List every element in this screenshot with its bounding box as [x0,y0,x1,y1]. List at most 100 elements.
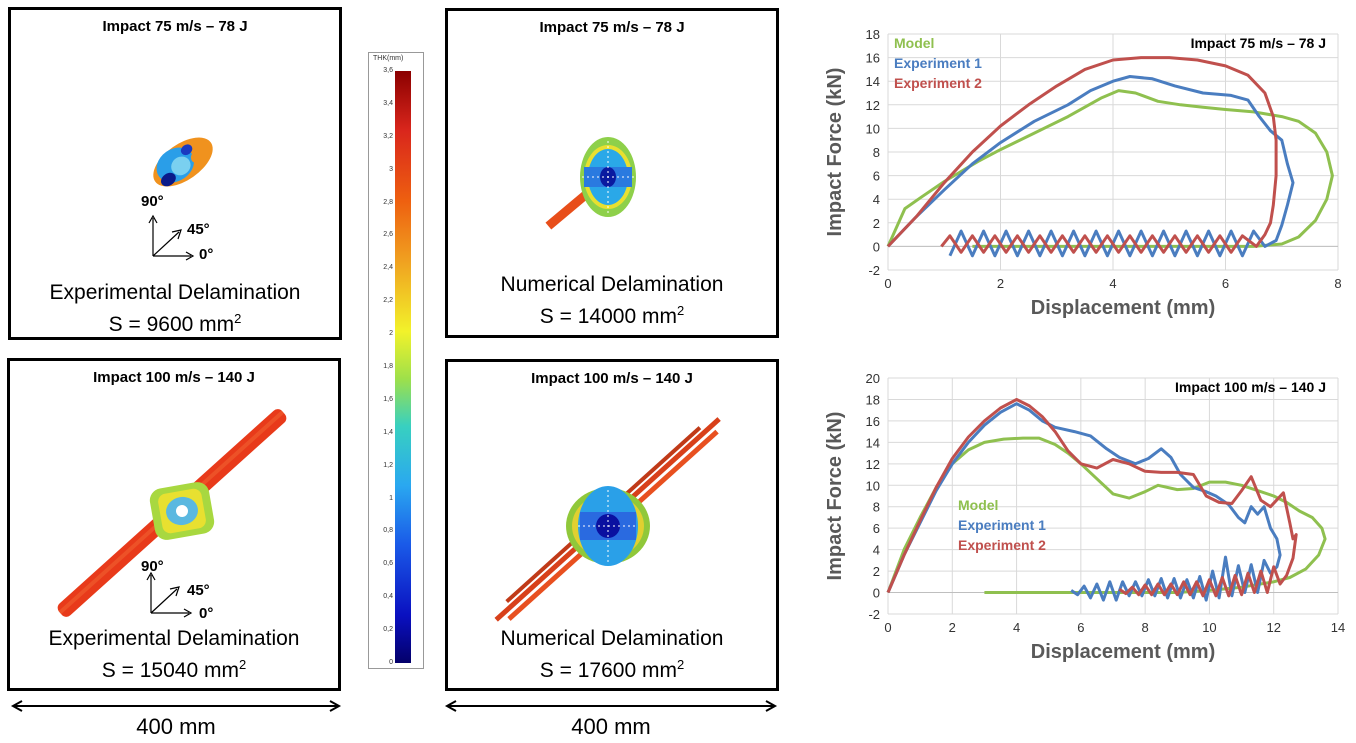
delamination-image [57,409,287,618]
colorbar-tick: 1,8 [383,363,393,370]
x-tick-label: 2 [997,276,1004,291]
y-tick-label: 0 [873,586,880,601]
colorbar-tick: 2,8 [383,198,393,206]
x-tick-label: 4 [1013,620,1020,635]
y-tick-label: 12 [866,457,880,472]
x-tick-label: 10 [1202,620,1216,635]
y-axis-label: Impact Force (kN) [824,68,846,237]
y-tick-label: 2 [873,216,880,231]
caption-label: Experimental Delamination [49,281,301,304]
colorbar-tick: 1 [389,494,393,502]
colorbar-tick: 2 [389,330,393,338]
force-displacement-chart-100: 0 2 4 6 8 10 12 14 -2 0 2 4 6 8 10 12 14 16 18 20 Model Exper… [824,371,1345,663]
series-line [886,89,1334,248]
colorbar-tick: 2,6 [383,231,393,239]
label-0: 0° [199,246,214,263]
legend-entry: Experiment 2 [894,75,982,91]
label-45: 45° [187,582,210,599]
panel-caption: Experimental Delamination S = 9600 mm2 [11,280,339,338]
delamination-image [545,137,636,230]
x-axis-label: Displacement (mm) [1031,297,1216,319]
colorbar-tick: 3 [389,165,393,173]
y-tick-label: -2 [868,607,880,622]
panel-title: Impact 75 m/s – 78 J [102,18,248,35]
x-tick-label: 4 [1109,276,1116,291]
panel-title: Impact 100 m/s – 140 J [531,370,693,387]
caption-label: Numerical Delamination [500,273,724,296]
x-tick-label: 0 [884,620,891,635]
chart-title: Impact 75 m/s – 78 J [1191,35,1326,51]
y-axis-label: Impact Force (kN) [824,412,846,581]
panel-caption: Experimental Delamination S = 15040 mm2 [10,626,338,684]
x-axis-label: Displacement (mm) [1031,641,1216,663]
x-tick-label: 8 [1334,276,1341,291]
panel-title: Impact 100 m/s – 140 J [93,369,255,386]
series-line [886,398,1298,598]
label-90: 90° [141,193,164,210]
label-45: 45° [187,221,210,238]
x-tick-label: 2 [949,620,956,635]
panel-numerical-100: Impact 100 m/s – 140 J Numerical Delamin… [445,359,779,691]
area-value: S = 17600 mm2 [539,657,685,682]
y-tick-label: 6 [873,169,880,184]
panel-numerical-75: Impact 75 m/s – 78 J Numerical Delaminat… [445,8,779,338]
colorbar-tick: 0,4 [383,593,393,601]
y-tick-label: 14 [866,435,880,450]
colorbar-tick: 3,4 [383,99,393,107]
x-tick-label: 12 [1266,620,1280,635]
y-tick-label: 16 [866,414,880,429]
y-tick-label: 4 [873,192,880,207]
chart-title: Impact 100 m/s – 140 J [1175,379,1326,395]
label-0: 0° [199,605,214,622]
scale-label-right: 400 mm [571,714,651,739]
legend-entry: Model [894,35,934,51]
area-value: S = 14000 mm2 [539,303,685,328]
colorbar-tick: 3,6 [383,67,393,74]
caption-label: Experimental Delamination [48,627,300,650]
y-tick-label: 16 [866,51,880,66]
y-tick-label: 2 [873,564,880,579]
orientation-indicator [146,571,193,618]
series-line [886,56,1278,254]
y-tick-label: -2 [868,263,880,278]
legend-entry: Model [958,497,998,513]
caption-label: Numerical Delamination [500,627,724,650]
scale-bar-right [444,700,778,712]
colorbar-tick: 1,4 [383,428,393,436]
y-tick-label: 8 [873,145,880,160]
x-tick-label: 0 [884,276,891,291]
colorbar-gradient [395,71,411,663]
force-displacement-chart-75: 0 2 4 6 8 -2 0 2 4 6 8 10 12 14 16 18 Model Experiment 1 E… [824,27,1342,319]
colorbar-tick: 0,2 [383,626,393,634]
colorbar-tick: 1,2 [383,461,393,469]
colorbar-title: THK(mm) [373,55,404,62]
area-value: S = 9600 mm2 [108,311,242,336]
x-tick-label: 6 [1222,276,1229,291]
y-tick-label: 10 [866,478,880,493]
colorbar-tick: 0 [389,659,393,666]
panel-caption: Numerical Delamination S = 17600 mm2 [448,626,776,684]
legend-entry: Experiment 1 [894,55,982,71]
y-tick-label: 18 [866,392,880,407]
legend-entry: Experiment 1 [958,517,1046,533]
colorbar-tick: 0,8 [383,527,393,535]
y-tick-label: 6 [873,521,880,536]
area-value: S = 15040 mm2 [101,657,247,682]
x-tick-label: 8 [1142,620,1149,635]
y-tick-label: 8 [873,500,880,515]
panel-title: Impact 75 m/s – 78 J [539,19,685,36]
y-tick-label: 10 [866,121,880,136]
orientation-indicator [148,214,195,261]
thickness-colorbar: THK(mm) 3,6 3,4 3,2 3 2,8 2,6 2,4 2,2 2 1,8 1,6 1,4… [368,52,424,669]
colorbar-tick: 1,6 [383,395,393,403]
panel-experimental-75: Impact 75 m/s – 78 J 90° 45° 0° Experime… [8,7,342,340]
label-90: 90° [141,558,164,575]
x-tick-label: 6 [1077,620,1084,635]
scale-label-left: 400 mm [136,714,216,739]
colorbar-tick: 2,2 [383,297,393,305]
x-tick-label: 14 [1331,620,1345,635]
panel-experimental-100: Impact 100 m/s – 140 J 90° 45° 0° Experi… [7,358,341,691]
colorbar-tick: 3,2 [383,132,393,140]
y-tick-label: 20 [866,371,880,386]
panel-caption: Numerical Delamination S = 14000 mm2 [448,272,776,330]
